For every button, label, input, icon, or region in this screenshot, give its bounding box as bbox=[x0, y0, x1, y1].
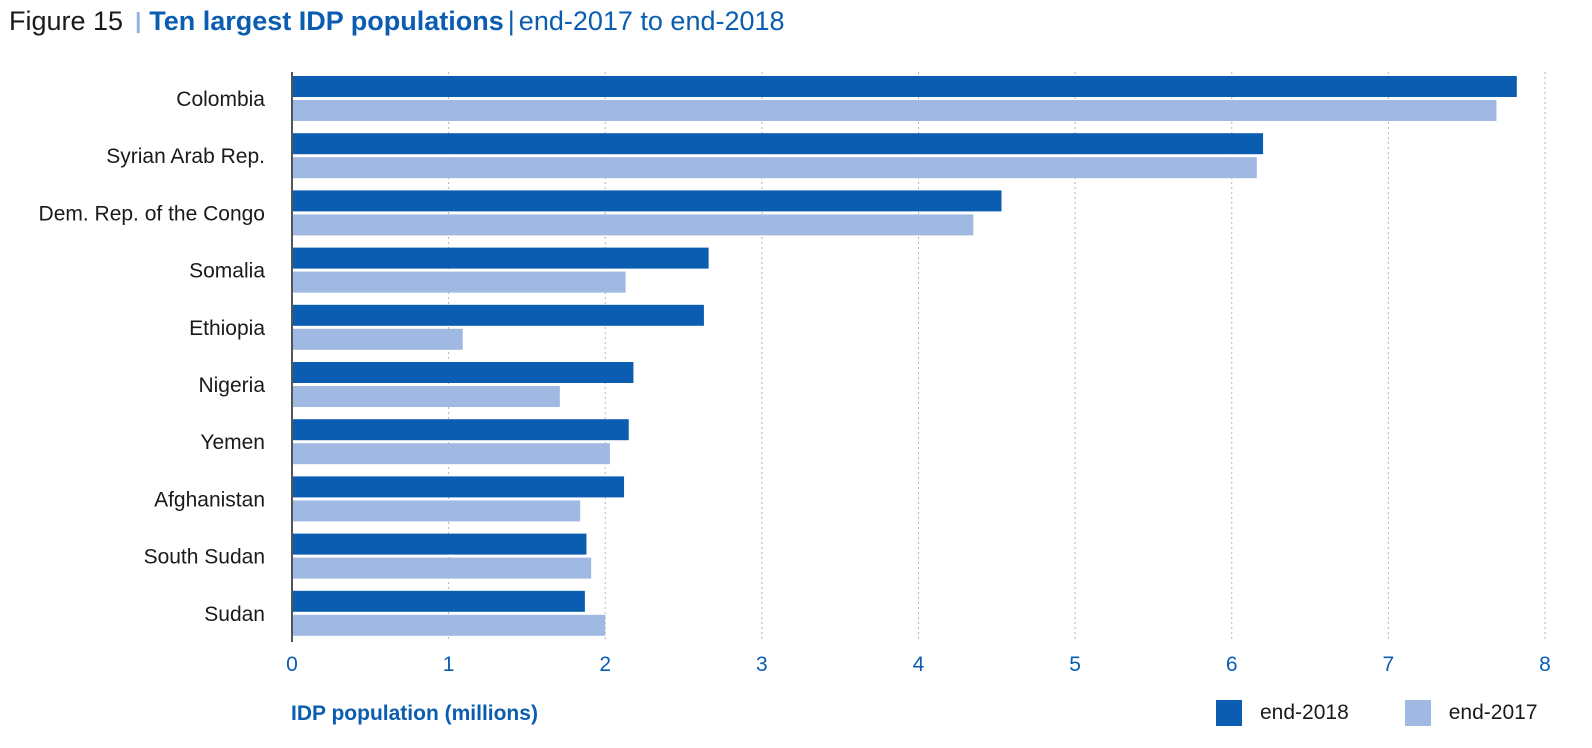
bar-end-2017-5 bbox=[292, 328, 463, 350]
bar-end-2018-6 bbox=[292, 362, 634, 383]
x-tick-label-2: 2 bbox=[599, 653, 611, 676]
bar-end-2018-5 bbox=[292, 304, 704, 326]
bar-end-2017-9 bbox=[292, 557, 592, 579]
x-tick-label-6: 6 bbox=[1226, 653, 1238, 676]
chart-title: Figure 15 | Ten largest IDP populations | en… bbox=[9, 6, 785, 37]
bar-end-2018-4 bbox=[292, 247, 709, 269]
bar-end-2018-3 bbox=[292, 190, 1002, 212]
category-label-1: Colombia bbox=[176, 88, 265, 111]
category-label-5: Ethiopia bbox=[189, 317, 265, 340]
x-tick-label-3: 3 bbox=[756, 653, 768, 676]
bar-end-2017-10 bbox=[292, 614, 606, 636]
x-tick-label-8: 8 bbox=[1539, 653, 1551, 676]
bar-end-2018-10 bbox=[292, 590, 585, 612]
category-label-8: Afghanistan bbox=[154, 488, 265, 511]
category-label-3: Dem. Rep. of the Congo bbox=[39, 202, 265, 225]
bar-end-2017-1 bbox=[292, 100, 1497, 121]
category-label-2: Syrian Arab Rep. bbox=[106, 145, 265, 168]
category-label-7: Yemen bbox=[200, 431, 265, 454]
bar-end-2017-2 bbox=[292, 157, 1257, 179]
x-tick-label-4: 4 bbox=[913, 653, 925, 676]
legend-label-end-2017: end-2017 bbox=[1448, 701, 1538, 724]
bar-end-2018-7 bbox=[292, 419, 629, 441]
category-label-10: Sudan bbox=[204, 603, 265, 626]
bar-end-2017-8 bbox=[292, 500, 581, 522]
bar-end-2017-4 bbox=[292, 271, 626, 293]
category-label-6: Nigeria bbox=[198, 374, 265, 397]
legend-item-end-2018: end-2018 bbox=[1216, 700, 1349, 726]
bar-end-2017-7 bbox=[292, 443, 610, 465]
x-tick-label-0: 0 bbox=[286, 653, 298, 676]
legend-swatch-end-2017 bbox=[1404, 700, 1431, 726]
bar-end-2018-8 bbox=[292, 476, 625, 498]
legend-item-end-2017: end-2017 bbox=[1404, 700, 1538, 726]
category-label-9: South Sudan bbox=[144, 546, 265, 569]
legend-swatch-end-2018 bbox=[1216, 700, 1242, 726]
legend-label-end-2018: end-2018 bbox=[1260, 701, 1349, 724]
x-tick-label-1: 1 bbox=[443, 653, 455, 676]
category-label-4: Somalia bbox=[189, 260, 265, 283]
bar-end-2017-6 bbox=[292, 386, 560, 407]
title-pipe: | bbox=[507, 6, 515, 36]
figure-number: Figure 15 bbox=[9, 6, 124, 36]
x-axis-title: IDP population (millions) bbox=[291, 702, 538, 725]
x-tick-label-7: 7 bbox=[1383, 653, 1395, 676]
bar-end-2018-9 bbox=[292, 533, 587, 555]
bar-end-2017-3 bbox=[292, 214, 974, 236]
bar-end-2018-2 bbox=[292, 133, 1264, 155]
title-subtitle: end-2017 to end-2018 bbox=[518, 6, 785, 36]
title-separator: | bbox=[135, 8, 142, 33]
title-main: Ten largest IDP populations bbox=[149, 6, 504, 36]
x-tick-label-5: 5 bbox=[1069, 653, 1081, 676]
bar-end-2018-1 bbox=[292, 76, 1517, 97]
legend: end-2018 end-2017 bbox=[1216, 700, 1538, 726]
